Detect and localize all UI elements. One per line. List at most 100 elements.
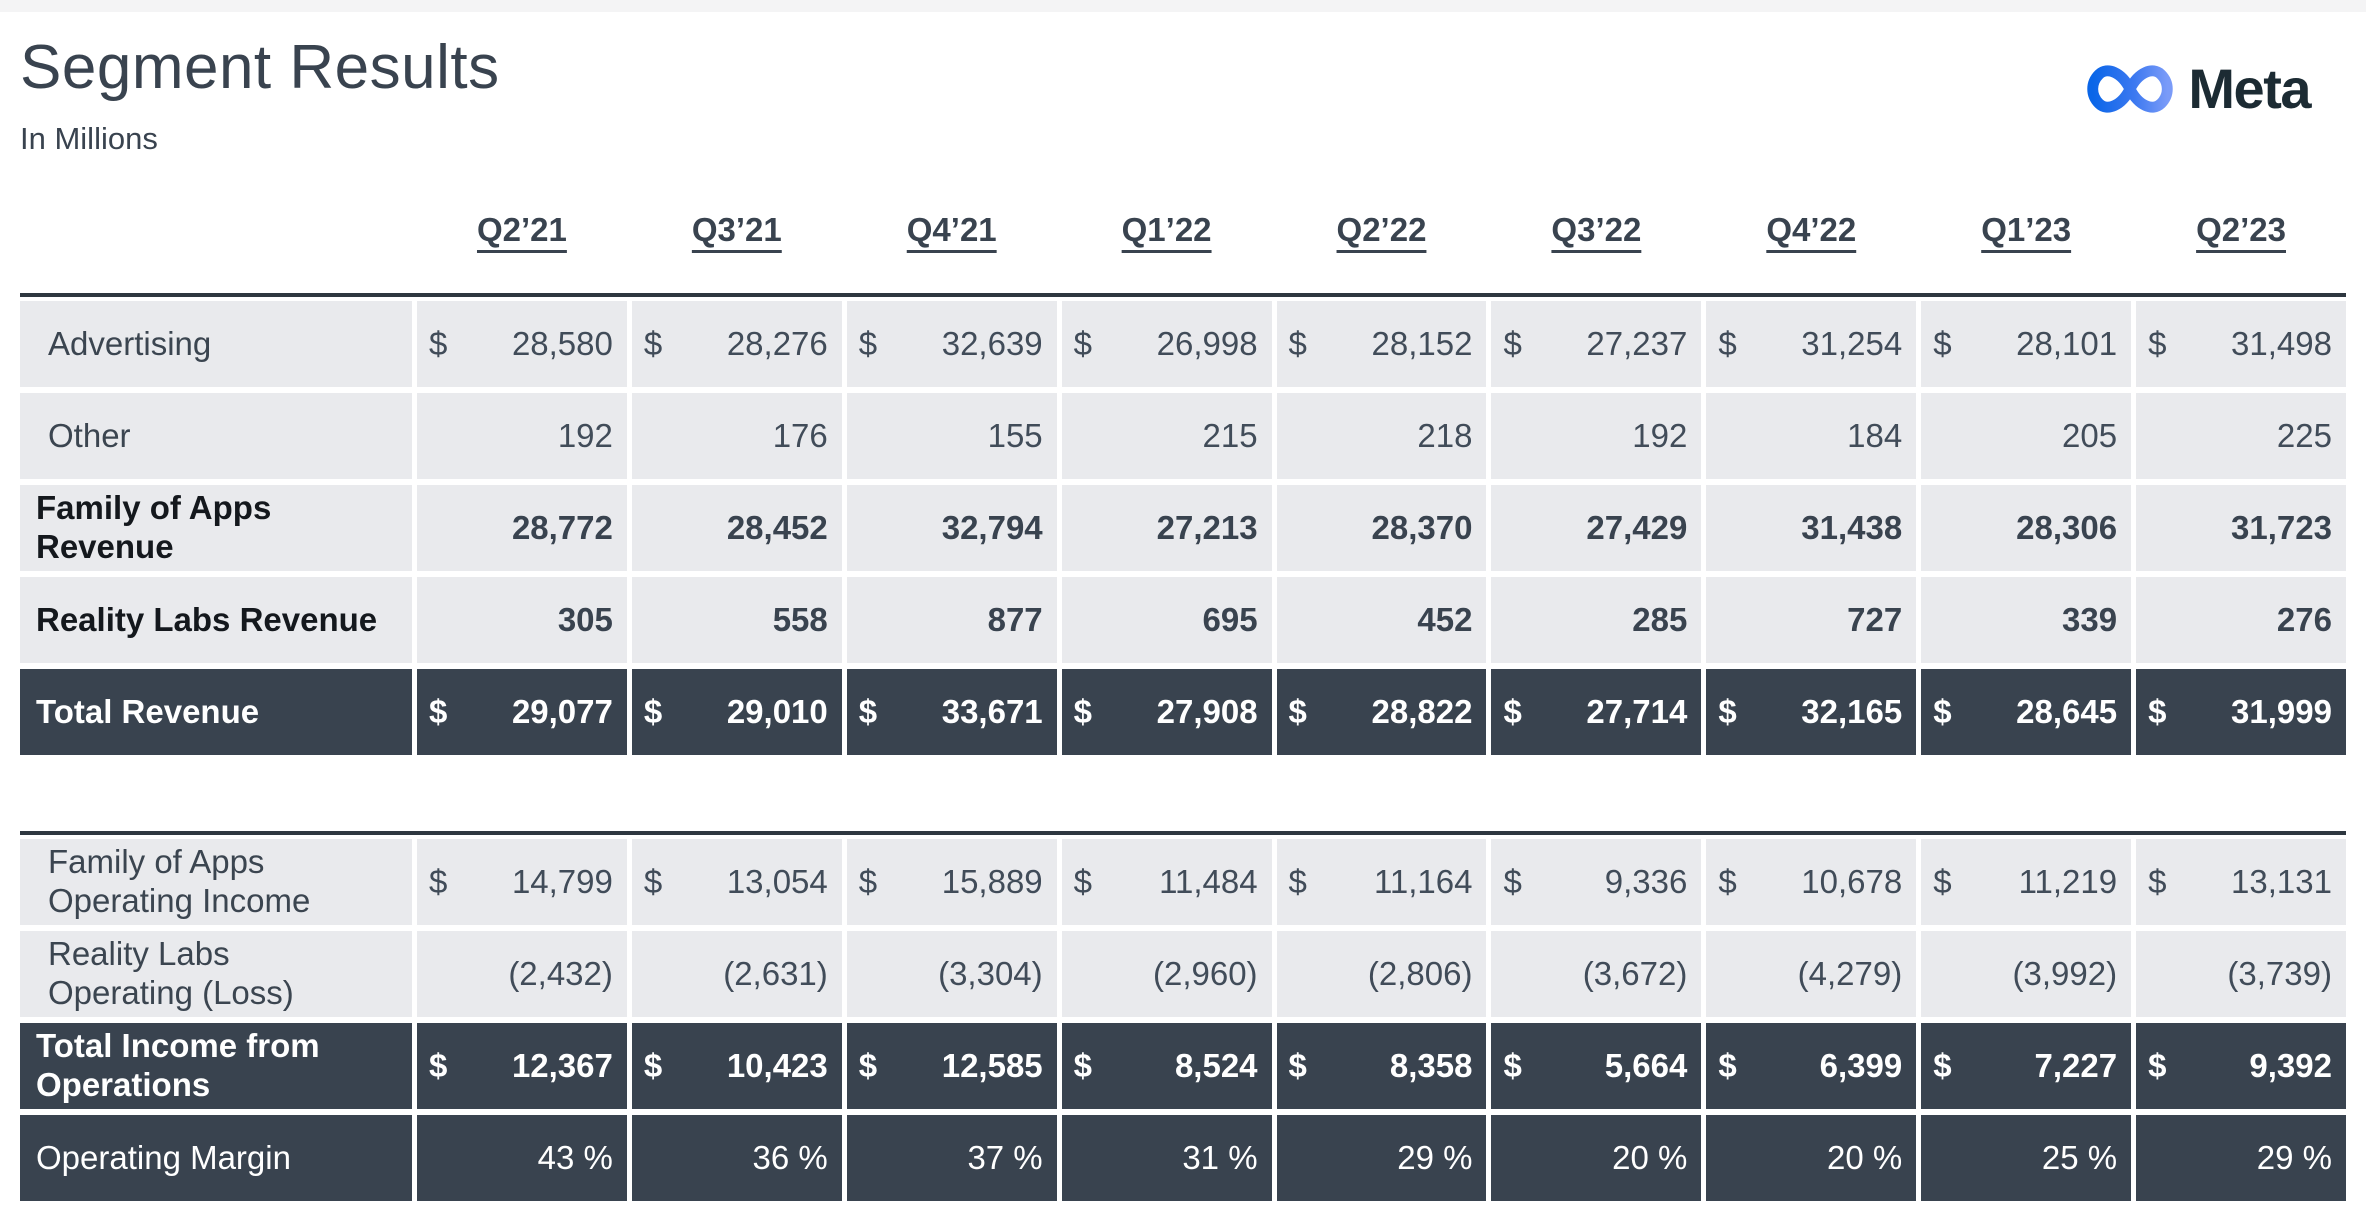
cell-value: 27,714 <box>1586 693 1688 730</box>
cell-value: 11,219 <box>2018 863 2118 900</box>
cell-value: 31,254 <box>1801 325 1903 362</box>
cell-value: (3,672) <box>1582 955 1688 992</box>
dollar-sign: $ <box>1933 693 1952 730</box>
value-cell: (3,992) <box>1921 931 2132 1017</box>
cell-value: 184 <box>1847 417 1903 454</box>
meta-wordmark: Meta <box>2188 57 2311 120</box>
cell-value: 29,077 <box>511 693 613 730</box>
slide: Segment Results In Millions Meta Q2’21 Q3… <box>0 32 2366 1201</box>
cell-value: 5,664 <box>1604 1047 1688 1084</box>
value-cell: 452 <box>1276 577 1487 663</box>
meta-logo: Meta <box>2084 56 2311 121</box>
cell-value: 192 <box>557 417 613 454</box>
cell-value: 205 <box>2062 417 2118 454</box>
dollar-sign: $ <box>1718 325 1737 362</box>
column-header: Q3’21 <box>691 211 782 248</box>
value-cell: 184 <box>1706 393 1917 479</box>
cell-value: 14,799 <box>511 863 613 900</box>
cell-value: 28,822 <box>1371 693 1473 730</box>
cell-value: 13,054 <box>726 863 828 900</box>
cell-value: 28,645 <box>2016 693 2118 730</box>
cell-value: 25 % <box>2041 1139 2118 1176</box>
value-cell: $10,423 <box>631 1023 842 1109</box>
value-cell: $28,276 <box>631 301 842 387</box>
cell-value: 285 <box>1632 601 1688 638</box>
cell-value: 452 <box>1417 601 1473 638</box>
value-cell: $31,999 <box>2136 669 2346 755</box>
dollar-sign: $ <box>1718 693 1737 730</box>
value-cell: (3,304) <box>846 931 1057 1017</box>
cell-value: (3,992) <box>2012 955 2118 992</box>
cell-value: (4,279) <box>1797 955 1903 992</box>
value-cell: 727 <box>1706 577 1917 663</box>
value-cell: (2,806) <box>1276 931 1487 1017</box>
value-cell: $9,392 <box>2136 1023 2346 1109</box>
value-cell: (2,960) <box>1061 931 1272 1017</box>
column-header: Q2’21 <box>476 211 567 248</box>
cell-value: 10,678 <box>1801 863 1903 900</box>
value-cell: $28,580 <box>417 301 627 387</box>
value-cell: $27,714 <box>1491 669 1702 755</box>
cell-value: 225 <box>2276 417 2332 454</box>
value-cell: 31,723 <box>2136 485 2346 571</box>
value-cell: $27,908 <box>1061 669 1272 755</box>
cell-value: 15,889 <box>941 863 1043 900</box>
value-cell: $28,152 <box>1276 301 1487 387</box>
dollar-sign: $ <box>429 693 448 730</box>
cell-value: 10,423 <box>726 1047 828 1084</box>
cell-value: 192 <box>1632 417 1688 454</box>
value-cell: 558 <box>631 577 842 663</box>
value-cell: 28,370 <box>1276 485 1487 571</box>
value-cell: $8,358 <box>1276 1023 1487 1109</box>
cell-value: 276 <box>2276 601 2332 638</box>
value-cell: 192 <box>417 393 627 479</box>
cell-value: (2,960) <box>1152 955 1258 992</box>
cell-value: 29 % <box>1397 1139 1473 1176</box>
dollar-sign: $ <box>429 1047 448 1084</box>
dollar-sign: $ <box>1503 1047 1522 1084</box>
value-cell: 176 <box>631 393 842 479</box>
row-label: Other <box>20 393 412 479</box>
cell-value: 31,999 <box>2231 693 2332 730</box>
value-cell: $7,227 <box>1921 1023 2132 1109</box>
value-cell: $11,484 <box>1061 839 1272 925</box>
revenue-table: Advertising $28,580 $28,276 $32,639 $26,998 $… <box>20 293 2346 755</box>
dollar-sign: $ <box>858 325 878 362</box>
column-header: Q2’22 <box>1336 211 1427 248</box>
dollar-sign: $ <box>643 1047 663 1084</box>
value-cell: (2,432) <box>417 931 627 1017</box>
value-cell: 28,452 <box>631 485 842 571</box>
dollar-sign: $ <box>643 325 663 362</box>
cell-value: 27,908 <box>1156 693 1258 730</box>
value-cell: 192 <box>1491 393 1702 479</box>
dollar-sign: $ <box>643 693 663 730</box>
cell-value: 31,723 <box>2231 509 2332 546</box>
dollar-sign: $ <box>2148 863 2167 900</box>
row-label: Reality Labs Operating (Loss) <box>20 931 412 1017</box>
dollar-sign: $ <box>1933 325 1952 362</box>
dollar-sign: $ <box>643 863 663 900</box>
value-cell: $5,664 <box>1491 1023 1702 1109</box>
cell-value: 32,165 <box>1801 693 1903 730</box>
value-cell: $31,254 <box>1706 301 1917 387</box>
value-cell: $29,010 <box>631 669 842 755</box>
row-label: Reality Labs Revenue <box>20 577 412 663</box>
cell-value: 28,276 <box>726 325 828 362</box>
header-spacer <box>20 211 412 269</box>
cell-value: 305 <box>557 601 613 638</box>
value-cell: $8,524 <box>1061 1023 1272 1109</box>
value-cell: $33,671 <box>846 669 1057 755</box>
cell-value: 7,227 <box>2034 1047 2118 1084</box>
value-cell: $12,367 <box>417 1023 627 1109</box>
value-cell: 36 % <box>631 1115 842 1201</box>
value-cell: 31 % <box>1061 1115 1272 1201</box>
value-cell: 31,438 <box>1706 485 1917 571</box>
cell-value: 9,336 <box>1604 863 1688 900</box>
dollar-sign: $ <box>1718 1047 1737 1084</box>
dollar-sign: $ <box>1288 863 1307 900</box>
value-cell: (4,279) <box>1706 931 1917 1017</box>
column-header: Q3’22 <box>1551 211 1642 248</box>
value-cell: 215 <box>1061 393 1272 479</box>
cell-value: 31,498 <box>2231 325 2332 362</box>
value-cell: 276 <box>2136 577 2346 663</box>
